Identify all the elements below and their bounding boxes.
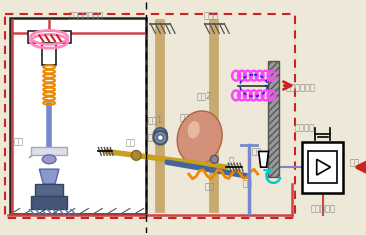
Text: 气动放大器: 气动放大器 <box>310 204 335 214</box>
Polygon shape <box>259 151 269 167</box>
Text: 弹簧: 弹簧 <box>205 182 214 191</box>
Bar <box>31 196 67 209</box>
Text: 杆東1: 杆東1 <box>147 115 163 125</box>
Text: 气源: 气源 <box>349 159 359 168</box>
Text: 恒节流孔: 恒节流孔 <box>295 123 315 132</box>
Circle shape <box>153 131 167 145</box>
Ellipse shape <box>42 155 56 164</box>
Text: 滚轮: 滚轮 <box>147 133 157 142</box>
Bar <box>5 14 295 218</box>
Bar <box>31 148 67 155</box>
Text: 气动薄膜调节阀: 气动薄膜调节阀 <box>69 12 104 21</box>
Text: 摒杆: 摒杆 <box>126 138 136 147</box>
Ellipse shape <box>177 111 222 164</box>
Text: 偏心凸轮: 偏心凸轮 <box>180 114 200 122</box>
Text: 轴: 轴 <box>228 157 233 166</box>
Bar <box>36 184 63 196</box>
Bar <box>308 151 337 183</box>
Circle shape <box>131 150 141 160</box>
Text: 压力信号输入: 压力信号输入 <box>285 83 315 92</box>
Text: 杆東2: 杆東2 <box>197 91 212 100</box>
Bar <box>268 61 279 177</box>
Circle shape <box>210 155 219 163</box>
Bar <box>42 43 56 65</box>
Bar <box>27 31 71 43</box>
Bar <box>10 18 146 214</box>
Bar <box>302 142 343 193</box>
Text: 挡板: 挡板 <box>243 179 253 188</box>
Circle shape <box>153 128 167 142</box>
Circle shape <box>157 135 163 141</box>
Circle shape <box>157 132 163 138</box>
Text: 平板: 平板 <box>14 137 24 146</box>
Ellipse shape <box>188 121 200 139</box>
Text: 噴嘴: 噴嘴 <box>252 147 262 156</box>
Polygon shape <box>39 169 59 184</box>
Text: 波纹管: 波纹管 <box>204 12 219 21</box>
